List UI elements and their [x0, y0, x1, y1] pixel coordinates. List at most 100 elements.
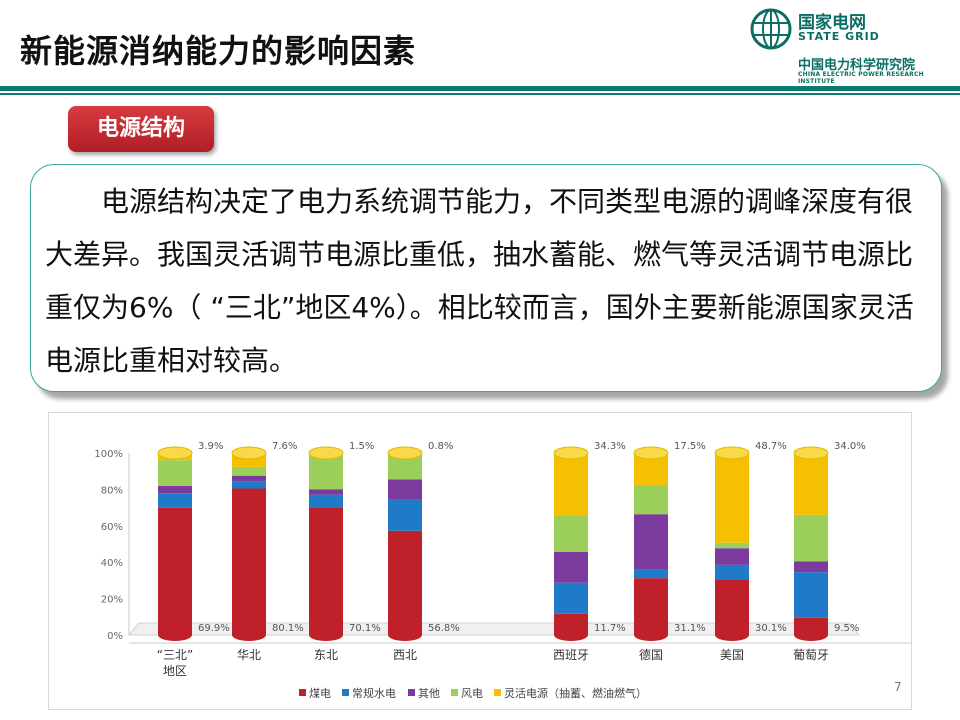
x-category-label: 西北: [393, 648, 417, 662]
bar-segment: [715, 564, 749, 580]
bar-cap: [387, 446, 423, 460]
x-category-label: 东北: [314, 648, 338, 662]
bar-segment: [232, 466, 266, 476]
y-tick-label: 0%: [107, 631, 123, 642]
institute-chinese-name: 中国电力科学研究院: [798, 58, 916, 73]
bar-segment: [554, 582, 588, 614]
bar-segment: [232, 488, 266, 635]
bar-segment: [554, 613, 588, 635]
bar-bottom-label: 70.1%: [349, 623, 381, 634]
institute-english-name: CHINA ELECTRIC POWER RESEARCH INSTITUTE: [798, 71, 924, 85]
x-category-label: 华北: [237, 648, 261, 662]
text-callout-box: 电源结构决定了电力系统调节能力，不同类型电源的调峰深度有很大差异。我国灵活调节电…: [30, 164, 942, 392]
bar-top-label: 3.9%: [198, 441, 223, 452]
bar-segment: [158, 485, 192, 494]
bar-top-label: 7.6%: [272, 441, 297, 452]
bar-segment: [715, 579, 749, 635]
bar-segment: [158, 507, 192, 635]
bar-segment: [388, 479, 422, 500]
bar-segment: [554, 453, 588, 516]
chart-canvas: 0% 20% 40% 60% 80% 100% 3.9% 69.9% “三北” 地区 7.6% 80.…: [94, 441, 919, 700]
y-tick-label: 80%: [101, 485, 123, 496]
x-category-label: 德国: [639, 647, 663, 662]
bar-bottom-label: 30.1%: [755, 623, 787, 634]
bar-segment: [794, 561, 828, 573]
bar-segment: [388, 499, 422, 531]
state-grid-emblem-icon: [750, 8, 792, 50]
bar-base: [232, 629, 266, 641]
legend-label: 风电: [461, 687, 483, 700]
legend-label: 其他: [418, 687, 440, 700]
bar-segment: [715, 542, 749, 549]
legend-swatch: [451, 689, 458, 696]
bar-top-label: 34.3%: [594, 441, 626, 452]
header-divider-thin: [0, 93, 960, 95]
logo-chinese-name: 国家电网: [798, 13, 866, 33]
bar-segment: [554, 515, 588, 552]
bar-segment: [309, 507, 343, 635]
y-tick-label: 100%: [94, 449, 123, 460]
bar-base: [309, 629, 343, 641]
bar-cap: [714, 446, 750, 460]
x-category-label: 西班牙: [553, 648, 589, 662]
bar-segment: [232, 481, 266, 489]
bar-segment: [715, 548, 749, 565]
bar-segment: [794, 572, 828, 618]
bar-segment: [388, 530, 422, 635]
bar-bottom-label: 56.8%: [428, 623, 460, 634]
state-grid-logo: 国家电网 STATE GRID 中国电力科学研究院 CHINA ELECTRIC…: [748, 6, 948, 86]
bar-bottom-label: 80.1%: [272, 623, 304, 634]
page-title: 新能源消纳能力的影响因素: [20, 32, 417, 70]
bar-segment: [232, 475, 266, 482]
bar-cap: [793, 446, 829, 460]
bar-top-label: 34.0%: [834, 441, 866, 452]
bar-segment: [158, 493, 192, 508]
power-structure-chart: 0% 20% 40% 60% 80% 100% 3.9% 69.9% “三北” 地区 7.6% 80.…: [48, 412, 919, 710]
bar-segment: [634, 578, 668, 635]
bar-bottom-label: 31.1%: [674, 623, 706, 634]
bar-cap: [231, 446, 267, 460]
bar-segment: [634, 484, 668, 515]
section-tag: 电源结构: [68, 106, 214, 152]
bar-segment: [634, 569, 668, 579]
x-category-label: 地区: [163, 664, 187, 678]
bar-segment: [634, 514, 668, 570]
bar-top-label: 48.7%: [755, 441, 787, 452]
x-category-label: 美国: [720, 648, 744, 662]
header-divider: [0, 86, 960, 91]
bar-segment: [309, 489, 343, 495]
bar-segment: [794, 514, 828, 562]
bar-cap: [553, 446, 589, 460]
legend-label: 煤电: [309, 687, 331, 700]
bar-cap: [157, 446, 193, 460]
bar-segment: [309, 455, 343, 490]
bar-segment: [309, 494, 343, 508]
legend-swatch: [342, 689, 349, 696]
bar-segment: [715, 453, 749, 543]
legend-swatch: [299, 689, 306, 696]
y-tick-label: 60%: [101, 522, 123, 533]
bar-bottom-label: 69.9%: [198, 623, 230, 634]
body-paragraph: 电源结构决定了电力系统调节能力，不同类型电源的调峰深度有很大差异。我国灵活调节电…: [45, 185, 914, 377]
bar-segment: [554, 551, 588, 583]
bar-cap: [308, 446, 344, 460]
bar-base: [794, 629, 828, 641]
legend-swatch: [494, 689, 501, 696]
bar-segment: [794, 453, 828, 515]
bar-bottom-label: 9.5%: [834, 623, 859, 634]
bar-segment: [158, 460, 192, 486]
x-category-label: 葡萄牙: [793, 648, 829, 662]
page-number: 7: [894, 680, 902, 694]
bar-cap: [633, 446, 669, 460]
y-tick-label: 40%: [101, 558, 123, 569]
legend-label: 常规水电: [352, 686, 396, 700]
bar-base: [388, 629, 422, 641]
y-tick-label: 20%: [101, 595, 123, 606]
bar-base: [158, 629, 192, 641]
x-category-label: “三北”: [157, 648, 193, 662]
bar-bottom-label: 11.7%: [594, 623, 626, 634]
bar-base: [554, 629, 588, 641]
bar-base: [715, 629, 749, 641]
logo-english-name: STATE GRID: [798, 30, 880, 43]
bar-top-label: 0.8%: [428, 441, 453, 452]
